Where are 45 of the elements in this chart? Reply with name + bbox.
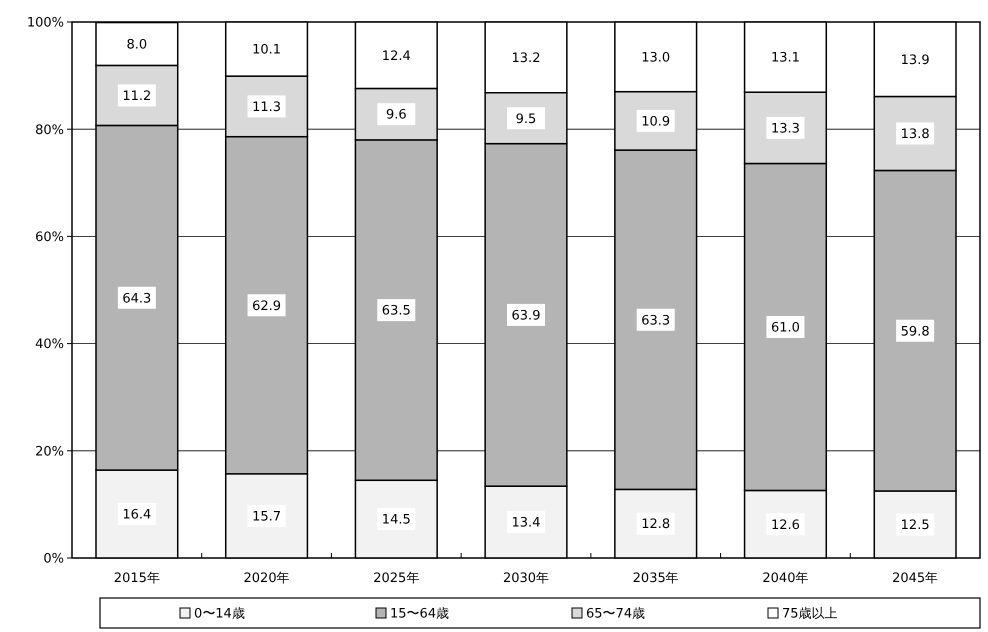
data-label: 9.5 (516, 112, 536, 127)
data-label: 12.6 (770, 518, 800, 533)
data-label: 12.5 (900, 518, 930, 534)
data-label: 16.4 (122, 508, 152, 523)
data-label: 13.0 (641, 50, 670, 66)
legend-label: 75歳以上 (782, 606, 838, 622)
x-tick-label: 2035年 (632, 571, 679, 586)
y-tick-label: 0% (43, 552, 64, 567)
y-tick-label: 40% (35, 337, 64, 352)
data-label: 13.9 (900, 52, 930, 68)
y-tick-label: 80% (35, 122, 64, 138)
legend-label: 65〜74歳 (586, 606, 646, 622)
data-label: 11.2 (122, 88, 152, 104)
data-label: 12.4 (382, 48, 411, 64)
data-label: 13.8 (900, 127, 930, 142)
data-label: 11.3 (252, 100, 282, 115)
x-tick-label: 2030年 (502, 571, 550, 586)
data-label: 14.5 (382, 512, 411, 528)
y-tick-label: 60% (35, 230, 64, 245)
x-tick-label: 2040年 (762, 571, 808, 586)
data-label: 62.9 (252, 298, 282, 314)
data-label: 15.7 (252, 509, 282, 524)
x-tick-label: 2020年 (244, 571, 290, 586)
data-label: 10.9 (641, 114, 670, 130)
data-label: 13.4 (512, 516, 540, 531)
data-label: 9.6 (386, 108, 407, 123)
legend-label: 0〜14歳 (194, 606, 245, 622)
legend-label: 15〜64歳 (390, 606, 450, 622)
data-label: 10.1 (252, 42, 282, 58)
data-label: 59.8 (900, 324, 930, 340)
data-label: 12.8 (641, 517, 670, 532)
data-label: 13.1 (770, 50, 800, 66)
x-tick-label: 2045年 (892, 571, 938, 586)
y-tick-label: 100% (26, 16, 64, 31)
data-label: 8.0 (126, 38, 148, 53)
data-label: 63.5 (382, 304, 411, 319)
data-label: 61.0 (770, 320, 800, 336)
x-tick-label: 2015年 (114, 571, 160, 586)
y-tick-label: 20% (35, 444, 64, 460)
x-tick-label: 2025年 (373, 571, 420, 586)
data-label: 64.3 (122, 291, 152, 306)
data-label: 63.3 (641, 313, 670, 328)
data-label: 13.2 (512, 50, 540, 66)
data-label: 13.3 (770, 121, 800, 136)
data-label: 63.9 (512, 308, 540, 324)
